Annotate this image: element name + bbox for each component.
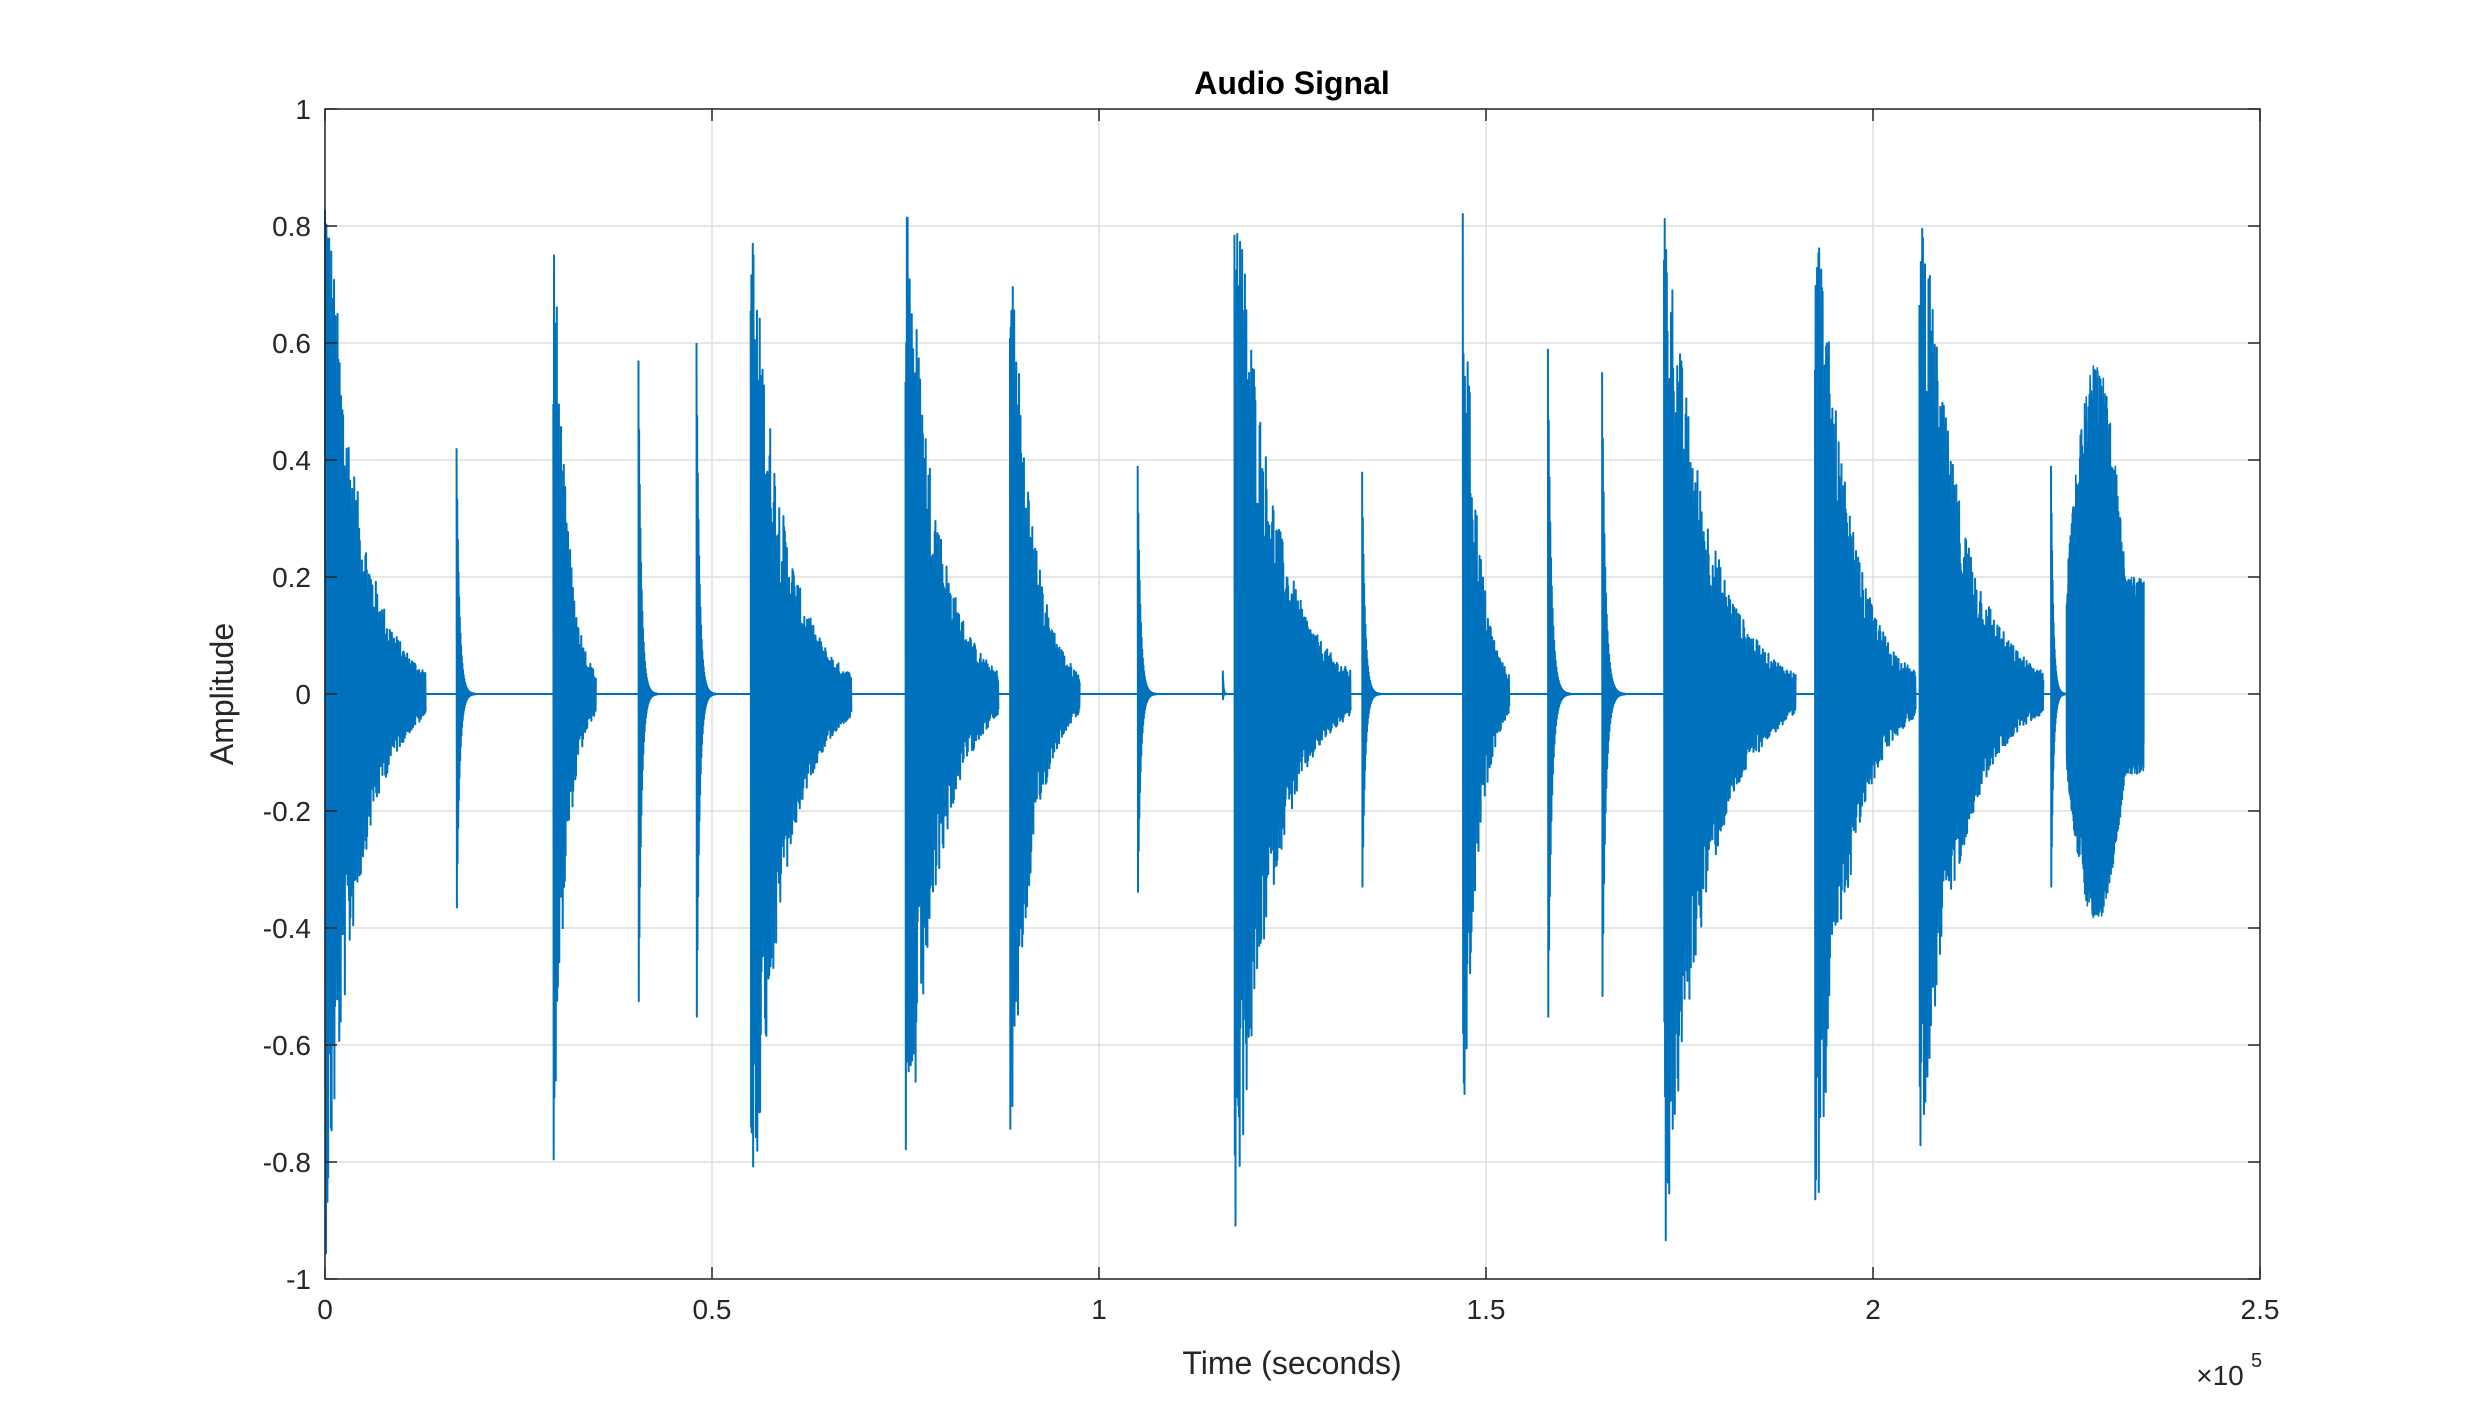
- y-axis-label: Amplitude: [204, 623, 240, 765]
- signal-event-7: [1008, 285, 1081, 1130]
- x-exponent: ×10 5: [2196, 1350, 2262, 1391]
- x-exponent-base: ×10: [2196, 1360, 2244, 1391]
- y-tick-label: -0.4: [263, 913, 311, 944]
- y-tick-label: -0.6: [263, 1030, 311, 1061]
- tick-marks: [324, 108, 2261, 1280]
- signal-event-12: [1461, 213, 1511, 1095]
- signal-event-13: [1546, 348, 1573, 1018]
- signal-event-4: [695, 342, 717, 1018]
- y-tick-label: 0.6: [272, 328, 311, 359]
- y-tick-label: 0.2: [272, 562, 311, 593]
- signal-event-16: [1813, 247, 1917, 1201]
- y-tick-label: 0: [295, 679, 311, 710]
- y-tick-label: 0.8: [272, 211, 311, 242]
- x-tick-label: 0.5: [693, 1294, 732, 1325]
- signal-event-17: [1918, 227, 2045, 1147]
- y-tick-label: -1: [286, 1264, 311, 1295]
- x-tick-labels: 0 0.5 1 1.5 2 2.5: [317, 1294, 2279, 1325]
- x-tick-label: 1: [1091, 1294, 1107, 1325]
- x-exponent-power: 5: [2251, 1350, 2262, 1372]
- signal-event-0: [324, 209, 427, 1255]
- signal-event-2: [552, 254, 597, 1161]
- signal-event-15: [1663, 217, 1797, 1242]
- x-axis-label: Time (seconds): [1182, 1345, 1401, 1381]
- y-tick-label: 0.4: [272, 445, 311, 476]
- signal-series: [324, 209, 2145, 1255]
- x-tick-label: 1.5: [1467, 1294, 1506, 1325]
- x-tick-label: 0: [317, 1294, 333, 1325]
- y-tick-label: -0.2: [263, 796, 311, 827]
- x-tick-label: 2: [1865, 1294, 1881, 1325]
- y-tick-label: 1: [295, 94, 311, 125]
- y-tick-labels: 1 0.8 0.6 0.4 0.2 0 -0.2 -0.4 -0.6 -0.8 -1: [263, 94, 311, 1295]
- chart-title: Audio Signal: [1194, 65, 1390, 101]
- signal-event-6: [904, 216, 1000, 1151]
- signal-event-19: [2065, 365, 2145, 919]
- y-tick-label: -0.8: [263, 1147, 311, 1178]
- x-tick-label: 2.5: [2241, 1294, 2280, 1325]
